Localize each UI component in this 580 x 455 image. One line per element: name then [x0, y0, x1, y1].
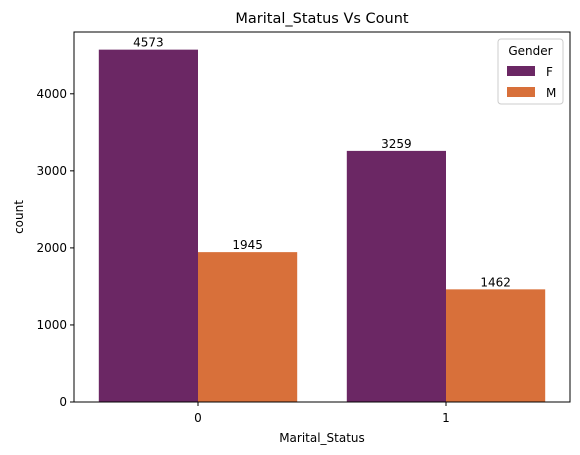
legend-title: Gender	[508, 44, 552, 58]
bar-m-0	[198, 252, 298, 402]
x-tick-label: 1	[442, 411, 450, 425]
bar-value-labels: 4573 3259 1945 1462	[133, 36, 511, 290]
x-tick-label: 0	[194, 411, 202, 425]
bar-value-label: 4573	[133, 36, 164, 50]
bars-layer	[98, 49, 546, 403]
x-axis-label: Marital_Status	[279, 431, 365, 445]
bar-value-label: 3259	[381, 137, 412, 151]
bar-m-1	[446, 289, 546, 402]
y-tick-label: 3000	[36, 164, 67, 178]
bar-f-1	[346, 150, 446, 402]
y-tick-label: 4000	[36, 87, 67, 101]
bar-value-label: 1945	[232, 238, 263, 252]
y-tick-label: 0	[59, 395, 67, 409]
plot-frame	[73, 31, 571, 403]
bar-value-label: 1462	[480, 275, 511, 289]
legend: Gender F M	[497, 38, 564, 105]
y-axis-label: count	[12, 200, 26, 234]
legend-swatch-f	[507, 66, 535, 76]
y-tick-label: 1000	[36, 318, 67, 332]
bar-f-0	[98, 49, 198, 403]
legend-swatch-m	[507, 87, 535, 97]
legend-label-f: F	[546, 65, 553, 79]
y-tick-label: 2000	[36, 241, 67, 255]
chart-title: Marital_Status Vs Count	[235, 11, 409, 27]
y-axis: 0 1000 2000 3000 4000	[36, 87, 74, 409]
legend-label-m: M	[546, 86, 556, 100]
